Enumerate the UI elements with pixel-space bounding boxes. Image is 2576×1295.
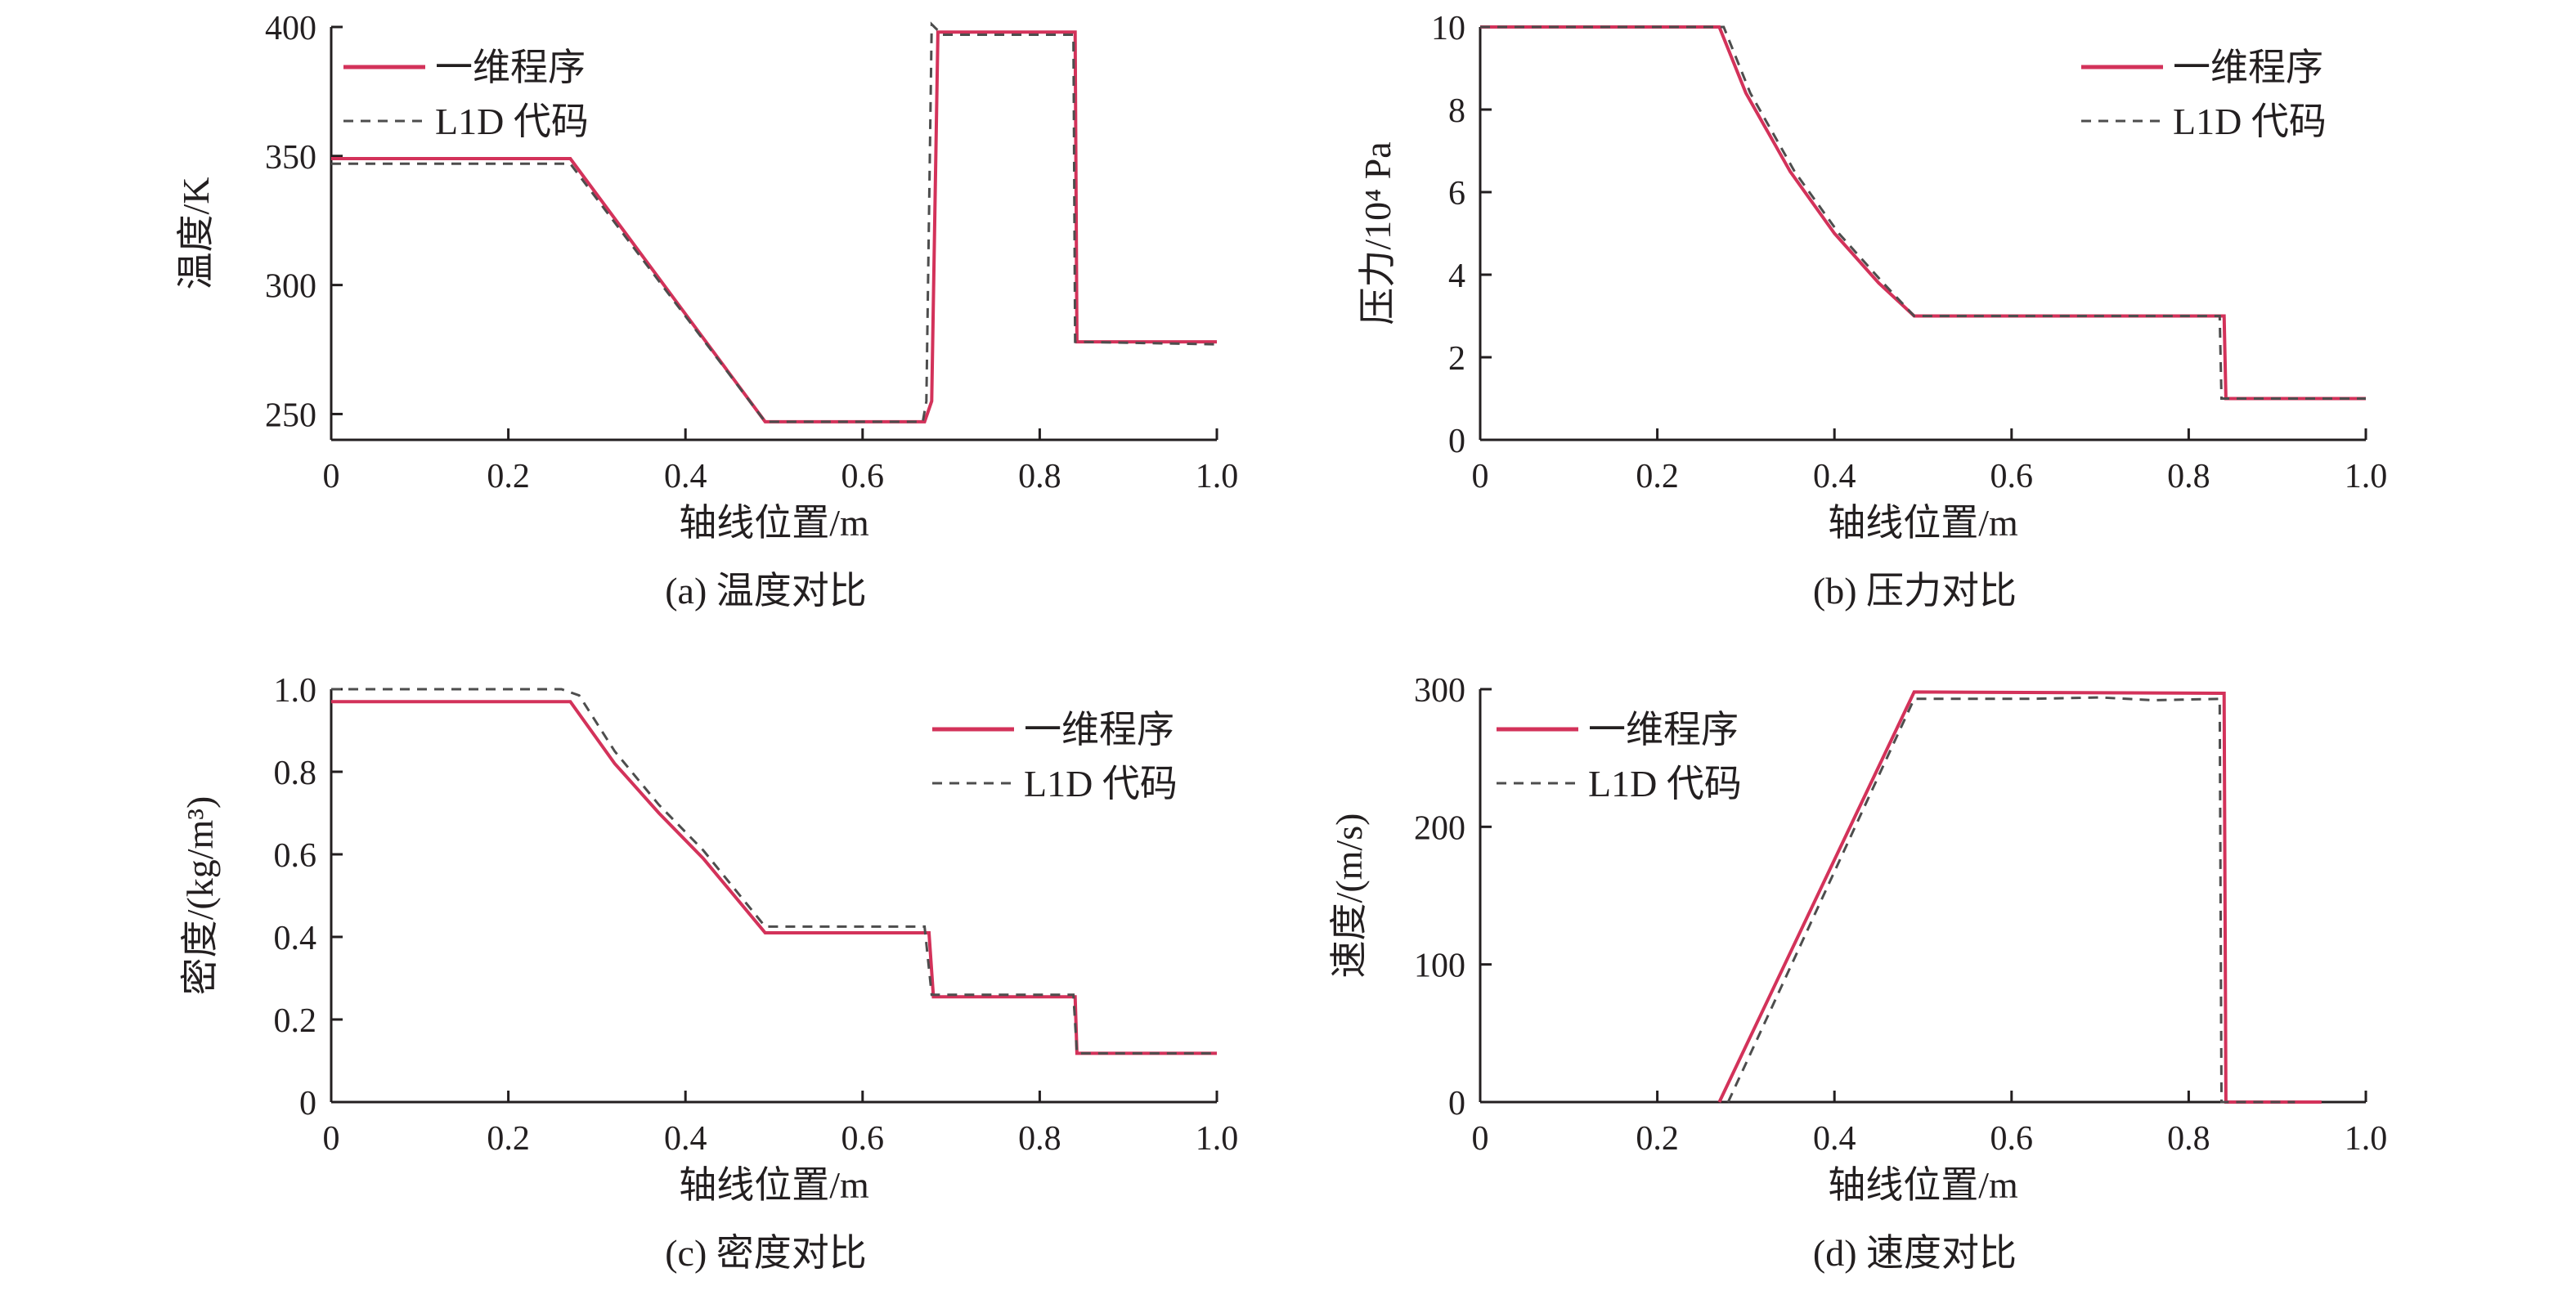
panel-b-pressure: 0 0.2 0.4 0.6 0.8 1.0 0 2 4 6 8 10 轴线位置/m 压力/10⁴ Pa (b… (1357, 10, 2387, 612)
legend-label: 一维程序 (435, 47, 586, 88)
y-tick-label: 6 (1448, 175, 1465, 213)
x-tick-label: 0 (1472, 1120, 1489, 1158)
y-axis-title: 速度/(m/s) (1328, 813, 1370, 979)
series-line-1d (1717, 690, 2322, 1104)
x-tick-label: 0 (323, 458, 340, 495)
x-tick-label: 0.2 (1636, 1120, 1679, 1158)
y-tick-label: 250 (265, 397, 316, 434)
x-tick-label: 0.4 (664, 1120, 707, 1158)
panel-a-temperature: 0 0.2 0.4 0.6 0.8 1.0 250 300 350 400 轴线位置/m 温度/K (a… (175, 10, 1238, 612)
panel-caption: (b) 压力对比 (1813, 570, 2017, 612)
y-tick-label: 1.0 (274, 672, 317, 710)
x-axis-title: 轴线位置/m (1828, 502, 2018, 544)
x-tick-label: 1.0 (1196, 458, 1239, 495)
series-line-1d (331, 30, 1217, 423)
panel-caption: (c) 密度对比 (665, 1232, 867, 1274)
legend-label: L1D 代码 (435, 101, 589, 142)
legend-label: L1D 代码 (1024, 763, 1178, 804)
x-tick-label: 0.2 (487, 458, 530, 495)
y-tick-label: 0.6 (274, 837, 317, 875)
y-tick-label: 0.2 (274, 1002, 317, 1040)
x-tick-label: 0.8 (1018, 1120, 1061, 1158)
series-line-1d (331, 700, 1217, 1055)
series-line-l1d (331, 21, 1218, 423)
y-tick-label: 0 (1448, 423, 1465, 460)
x-tick-label: 0.8 (2167, 458, 2210, 495)
legend-label: 一维程序 (1588, 709, 1739, 751)
series-line-l1d (1480, 25, 2366, 400)
y-axis-title: 密度/(kg/m³) (179, 796, 221, 996)
y-tick-label: 0 (299, 1085, 316, 1122)
x-tick-label: 0.2 (1636, 458, 1679, 495)
x-tick-label: 0.6 (841, 1120, 885, 1158)
series-line-l1d (1726, 696, 2296, 1104)
legend-label: 一维程序 (1024, 709, 1174, 751)
x-tick-label: 0.8 (2167, 1120, 2210, 1158)
y-tick-label: 10 (1431, 10, 1465, 47)
y-tick-label: 300 (265, 268, 316, 306)
y-tick-label: 8 (1448, 92, 1465, 130)
x-tick-label: 0.6 (1990, 458, 2034, 495)
panel-d-velocity: 0 0.2 0.4 0.6 0.8 1.0 0 100 200 300 轴线位置/m 速度/(m/s)… (1328, 672, 2387, 1274)
y-tick-label: 200 (1414, 809, 1465, 847)
y-tick-label: 0.8 (274, 755, 317, 792)
x-tick-label: 0.6 (1990, 1120, 2034, 1158)
x-tick-label: 0.8 (1018, 458, 1061, 495)
x-tick-label: 0 (323, 1120, 340, 1158)
y-tick-label: 0 (1448, 1085, 1465, 1122)
x-tick-label: 0.4 (1813, 1120, 1856, 1158)
x-tick-label: 0.4 (664, 458, 707, 495)
legend-label: L1D 代码 (1588, 763, 1742, 804)
panel-caption: (d) 速度对比 (1813, 1232, 2017, 1274)
x-tick-label: 1.0 (2345, 458, 2388, 495)
panel-caption: (a) 温度对比 (665, 570, 867, 612)
y-tick-label: 350 (265, 139, 316, 177)
legend-label: 一维程序 (2173, 47, 2323, 88)
x-tick-label: 1.0 (2345, 1120, 2388, 1158)
legend-label: L1D 代码 (2173, 101, 2327, 142)
x-axis-title: 轴线位置/m (679, 1164, 869, 1206)
y-axis-title: 温度/K (175, 177, 217, 290)
x-axis-title: 轴线位置/m (679, 502, 869, 544)
x-tick-label: 0.4 (1813, 458, 1856, 495)
x-axis-title: 轴线位置/m (1828, 1164, 2018, 1206)
series-line-1d (1480, 25, 2366, 401)
x-tick-label: 0 (1472, 458, 1489, 495)
y-tick-label: 4 (1448, 258, 1465, 295)
y-tick-label: 0.4 (274, 920, 317, 957)
x-tick-label: 0.2 (487, 1120, 530, 1158)
panel-c-density: 0 0.2 0.4 0.6 0.8 1.0 0 0.2 0.4 0.6 0.8 1.0 轴线位置/m 密度… (179, 672, 1238, 1274)
y-tick-label: 2 (1448, 340, 1465, 378)
y-tick-label: 300 (1414, 672, 1465, 710)
series-line-l1d (331, 688, 1217, 1055)
y-tick-label: 400 (265, 10, 316, 47)
x-tick-label: 0.6 (841, 458, 885, 495)
x-tick-label: 1.0 (1196, 1120, 1239, 1158)
y-axis-title: 压力/10⁴ Pa (1357, 141, 1398, 325)
y-tick-label: 100 (1414, 948, 1465, 985)
